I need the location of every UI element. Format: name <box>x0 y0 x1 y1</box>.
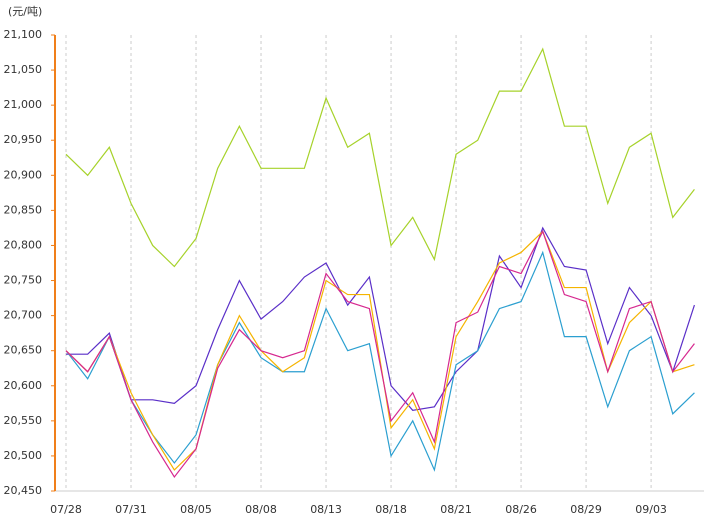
x-tick-label: 08/21 <box>440 503 472 516</box>
series-line <box>65 230 695 471</box>
y-tick-label: 20,900 <box>4 168 43 181</box>
y-tick-label: 21,000 <box>4 98 43 111</box>
y-tick-label: 21,100 <box>4 28 43 41</box>
y-axis-label: (元/吨) <box>8 5 42 18</box>
x-tick-label: 08/18 <box>375 503 407 516</box>
x-tick-label: 08/13 <box>310 503 342 516</box>
series-line <box>65 47 695 268</box>
y-tick-label: 20,750 <box>4 274 43 287</box>
series-line <box>65 229 695 479</box>
y-tick-label: 20,800 <box>4 238 43 251</box>
y-tick-label: 20,950 <box>4 133 43 146</box>
y-tick-label: 20,700 <box>4 309 43 322</box>
y-tick-label: 20,450 <box>4 484 43 497</box>
y-tick-label: 20,500 <box>4 449 43 462</box>
y-tick-label: 20,550 <box>4 414 43 427</box>
x-tick-label: 09/03 <box>635 503 667 516</box>
series-line <box>66 226 696 411</box>
x-tick-label: 08/05 <box>180 503 212 516</box>
series-line <box>65 250 695 472</box>
x-tick-label: 08/08 <box>245 503 277 516</box>
y-tick-label: 20,650 <box>4 344 43 357</box>
x-tick-label: 07/28 <box>50 503 82 516</box>
y-tick-label: 20,850 <box>4 203 43 216</box>
x-tick-label: 08/29 <box>570 503 602 516</box>
x-tick-label: 07/31 <box>115 503 147 516</box>
y-tick-label: 21,050 <box>4 63 43 76</box>
x-tick-label: 08/26 <box>505 503 537 516</box>
y-tick-label: 20,600 <box>4 379 43 392</box>
